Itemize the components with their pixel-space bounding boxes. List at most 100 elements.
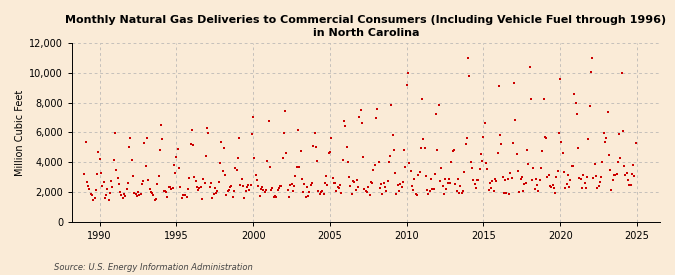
Point — [244, 188, 254, 192]
Point — [84, 187, 95, 191]
Point — [325, 150, 335, 154]
Point — [215, 161, 225, 166]
Point — [112, 175, 123, 180]
Point — [570, 101, 581, 105]
Point — [400, 164, 411, 169]
Point — [364, 193, 375, 197]
Point — [259, 190, 270, 194]
Point — [558, 151, 568, 155]
Point — [142, 136, 153, 140]
Point — [243, 182, 254, 187]
Point — [219, 173, 230, 177]
Point — [501, 191, 512, 195]
Point — [488, 189, 499, 193]
Point — [515, 177, 526, 181]
Point — [378, 181, 389, 185]
Point — [103, 198, 114, 202]
Point — [239, 196, 250, 200]
Point — [459, 170, 470, 174]
Point — [332, 185, 343, 189]
Point — [111, 167, 122, 172]
Point — [405, 168, 416, 173]
Point — [572, 146, 583, 150]
Point — [399, 148, 410, 152]
Point — [612, 160, 623, 164]
Point — [375, 185, 385, 190]
Point — [486, 186, 497, 190]
Point — [178, 192, 188, 197]
Point — [398, 180, 408, 184]
Point — [421, 174, 431, 178]
Point — [504, 192, 514, 196]
Point — [536, 166, 547, 170]
Point — [217, 169, 228, 173]
Point — [88, 198, 99, 202]
Point — [288, 189, 298, 193]
Point — [199, 181, 210, 185]
Point — [306, 181, 317, 185]
Point — [402, 71, 413, 75]
Point — [305, 183, 316, 188]
Point — [209, 186, 220, 190]
Point — [292, 127, 303, 132]
Point — [572, 112, 583, 116]
Point — [497, 175, 508, 179]
Point — [227, 195, 238, 199]
Point — [426, 177, 437, 182]
Point — [560, 186, 571, 190]
Point — [593, 184, 604, 188]
Point — [353, 185, 364, 189]
Point — [543, 173, 554, 177]
Point — [350, 188, 361, 192]
Point — [229, 189, 240, 194]
Point — [135, 192, 146, 197]
Point — [597, 160, 608, 164]
Point — [163, 185, 174, 189]
Point — [266, 188, 277, 192]
Point — [342, 160, 353, 164]
Point — [413, 172, 424, 177]
Point — [427, 186, 437, 191]
Point — [333, 186, 344, 190]
Point — [129, 191, 140, 195]
Point — [377, 191, 388, 196]
Point — [303, 194, 314, 199]
Point — [132, 194, 142, 198]
Point — [524, 65, 535, 69]
Point — [252, 178, 263, 182]
Point — [272, 188, 283, 192]
Point — [232, 156, 243, 160]
Point — [176, 195, 187, 200]
Point — [454, 191, 464, 196]
Point — [589, 161, 600, 166]
Point — [532, 182, 543, 187]
Point — [312, 158, 323, 163]
Point — [603, 152, 614, 157]
Point — [545, 184, 556, 188]
Point — [628, 162, 639, 167]
Point — [472, 178, 483, 182]
Point — [548, 186, 559, 190]
Point — [578, 173, 589, 178]
Point — [113, 182, 124, 186]
Point — [582, 175, 593, 180]
Point — [321, 173, 331, 178]
Point — [448, 148, 458, 153]
Point — [538, 97, 549, 101]
Point — [206, 181, 217, 185]
Point — [359, 187, 370, 191]
Point — [609, 172, 620, 177]
Point — [463, 56, 474, 60]
Point — [626, 172, 637, 177]
Point — [404, 161, 414, 166]
Point — [98, 180, 109, 184]
Point — [348, 179, 358, 184]
Point — [240, 189, 251, 193]
Point — [133, 190, 144, 194]
Point — [254, 194, 265, 198]
Point — [167, 186, 178, 190]
Point — [99, 196, 110, 200]
Point — [512, 169, 523, 173]
Point — [489, 177, 500, 181]
Point — [208, 192, 219, 196]
